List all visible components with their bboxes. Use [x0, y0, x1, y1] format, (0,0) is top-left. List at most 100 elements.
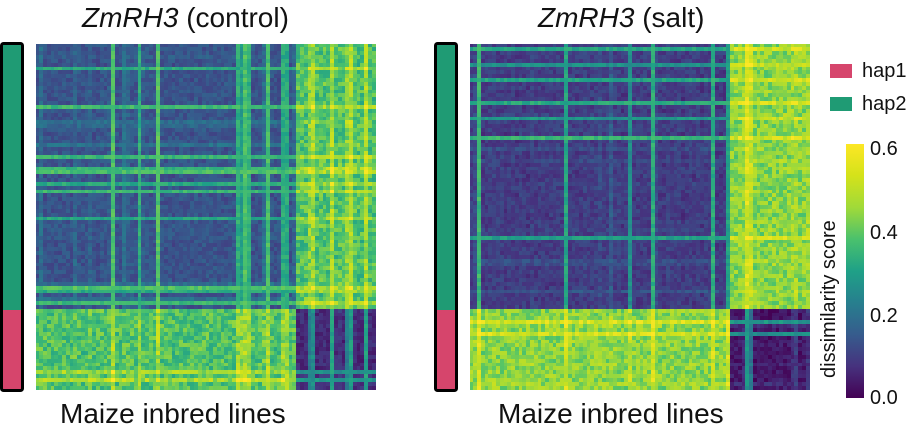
- heatmap-cell: [221, 228, 224, 232]
- heatmap-cell: [36, 255, 39, 259]
- heatmap-cell: [274, 97, 277, 101]
- heatmap-cell: [224, 113, 228, 117]
- heatmap-cell: [274, 213, 277, 217]
- heatmap-cell: [160, 159, 164, 163]
- left-title-gene: ZmRH3: [82, 2, 179, 33]
- heatmap-cell: [160, 113, 164, 117]
- heatmap-cell: [77, 105, 81, 109]
- heatmap-cell: [323, 186, 326, 190]
- heatmap-cell: [36, 78, 39, 82]
- heatmap-cell: [221, 117, 224, 120]
- heatmap-cell: [247, 178, 251, 182]
- heatmap-cell: [126, 209, 130, 213]
- heatmap-cell: [122, 224, 126, 228]
- heatmap-cell: [289, 197, 292, 201]
- heatmap-cell: [236, 213, 240, 217]
- heatmap-cell: [240, 55, 243, 59]
- heatmap-cell: [289, 236, 292, 240]
- heatmap-cell: [334, 247, 338, 251]
- heatmap-cell: [334, 120, 338, 124]
- heatmap-cell: [315, 136, 319, 140]
- heatmap-cell: [213, 201, 217, 205]
- heatmap-cell: [289, 228, 292, 232]
- heatmap-cell: [58, 70, 62, 74]
- heatmap-cell: [258, 243, 262, 247]
- heatmap-cell: [360, 74, 364, 78]
- heatmap-cell: [54, 140, 58, 143]
- heatmap-cell: [153, 170, 156, 174]
- heatmap-cell: [319, 240, 323, 243]
- heatmap-cell: [130, 217, 134, 220]
- heatmap-cell: [368, 128, 372, 132]
- heatmap-cell: [247, 243, 251, 247]
- heatmap-cell: [353, 193, 357, 197]
- heatmap-cell: [315, 217, 319, 220]
- heatmap-cell: [194, 120, 198, 124]
- heatmap-cell: [168, 128, 172, 132]
- heatmap-cell: [179, 197, 183, 201]
- heatmap-cell: [122, 255, 126, 259]
- heatmap-cell: [285, 136, 289, 140]
- heatmap-cell: [281, 224, 285, 228]
- heatmap-cell: [311, 182, 315, 186]
- heatmap-cell: [330, 190, 334, 193]
- heatmap-cell: [168, 97, 172, 101]
- heatmap-cell: [262, 136, 266, 140]
- heatmap-cell: [134, 128, 138, 132]
- heatmap-cell: [77, 128, 81, 132]
- heatmap-cell: [115, 205, 119, 209]
- heatmap-cell: [206, 193, 209, 197]
- heatmap-cell: [326, 251, 330, 255]
- heatmap-cell: [338, 51, 342, 55]
- heatmap-cell: [153, 163, 156, 167]
- heatmap-cell: [66, 59, 70, 63]
- heatmap-cell: [240, 174, 243, 178]
- heatmap-cell: [134, 136, 138, 140]
- heatmap-cell: [323, 97, 326, 101]
- heatmap-cell: [66, 155, 70, 159]
- heatmap-cell: [326, 143, 330, 147]
- heatmap-cell: [66, 209, 70, 213]
- heatmap-cell: [96, 205, 100, 209]
- heatmap-cell: [353, 67, 357, 70]
- heatmap-cell: [270, 236, 274, 240]
- heatmap-cell: [149, 201, 153, 205]
- heatmap-cell: [107, 190, 111, 193]
- heatmap-cell: [255, 251, 258, 255]
- heatmap-cell: [270, 178, 274, 182]
- heatmap-cell: [122, 74, 126, 78]
- heatmap-cell: [330, 93, 334, 97]
- heatmap-cell: [51, 243, 54, 247]
- heatmap-cell: [232, 201, 236, 205]
- heatmap-cell: [73, 174, 77, 178]
- heatmap-cell: [209, 209, 213, 213]
- heatmap-cell: [43, 193, 47, 197]
- heatmap-cell: [281, 47, 285, 51]
- heatmap-cell: [228, 63, 232, 67]
- heatmap-cell: [266, 55, 270, 59]
- heatmap-cell: [224, 209, 228, 213]
- heatmap-cell: [54, 255, 58, 259]
- heatmap-cell: [232, 47, 236, 51]
- heatmap-cell: [134, 251, 138, 255]
- heatmap-cell: [194, 143, 198, 147]
- heatmap-cell: [183, 97, 187, 101]
- heatmap-cell: [228, 97, 232, 101]
- heatmap-cell: [172, 228, 175, 232]
- heatmap-cell: [372, 97, 376, 101]
- heatmap-cell: [262, 47, 266, 51]
- heatmap-cell: [326, 201, 330, 205]
- heatmap-cell: [206, 197, 209, 201]
- heatmap-cell: [88, 143, 92, 147]
- heatmap-cell: [115, 82, 119, 86]
- heatmap-cell: [119, 217, 122, 220]
- heatmap-cell: [43, 197, 47, 201]
- heatmap-cell: [85, 109, 88, 113]
- heatmap-cell: [202, 251, 206, 255]
- heatmap-cell: [100, 67, 104, 70]
- heatmap-cell: [172, 132, 175, 136]
- heatmap-cell: [153, 44, 156, 47]
- heatmap-cell: [39, 201, 43, 205]
- heatmap-cell: [360, 67, 364, 70]
- heatmap-cell: [368, 243, 372, 247]
